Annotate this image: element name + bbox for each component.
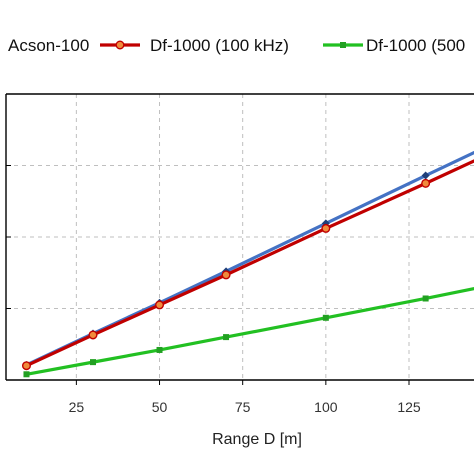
legend-label-2: Df-1000 (500 xyxy=(366,36,465,55)
legend-label-1: Df-1000 (100 kHz) xyxy=(150,36,289,55)
series-1-point-legend xyxy=(115,40,125,50)
legend: Acson-100 Df-1000 (100 kHz) Df-1000 (500 xyxy=(8,36,465,55)
series-1-point-0 xyxy=(21,361,31,371)
series-2-point-0 xyxy=(23,371,30,378)
x-tick-label-75: 75 xyxy=(235,399,251,415)
series-1-point-2 xyxy=(155,300,165,310)
x-axis-title: Range D [m] xyxy=(212,431,302,448)
x-tick-label-25: 25 xyxy=(69,399,85,415)
x-tick-labels: 25 50 75 100 125 xyxy=(69,399,421,415)
grid xyxy=(6,94,474,380)
series-2-point-5 xyxy=(422,295,429,302)
series-2-point-4 xyxy=(322,314,329,321)
x-tick-label-125: 125 xyxy=(397,399,421,415)
series-0-point-5 xyxy=(421,171,430,180)
axes xyxy=(5,93,474,385)
series-2-point-2 xyxy=(156,346,163,353)
series xyxy=(21,150,474,378)
series-2 xyxy=(23,286,474,378)
legend-label-0: Acson-100 xyxy=(8,36,89,55)
x-tick-label-50: 50 xyxy=(152,399,168,415)
series-2-point-1 xyxy=(90,359,96,366)
series-1 xyxy=(21,159,474,371)
series-1-point-5 xyxy=(421,178,431,188)
series-2-point-3 xyxy=(223,334,230,341)
x-tick-label-100: 100 xyxy=(314,399,338,415)
series-1-point-4 xyxy=(321,223,331,233)
series-2-point-legend xyxy=(340,42,346,48)
series-1-point-1 xyxy=(88,330,98,340)
series-1-point-3 xyxy=(221,270,231,280)
